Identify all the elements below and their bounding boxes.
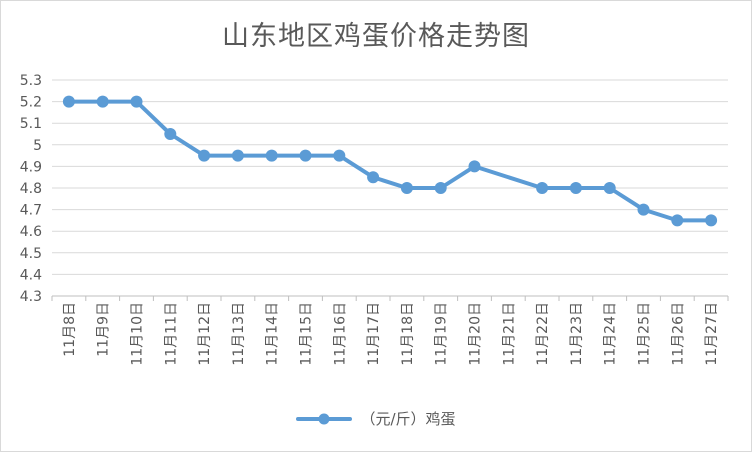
x-tick-label: 11月12日 bbox=[197, 302, 213, 366]
x-tick-label: 11月19日 bbox=[434, 302, 450, 366]
data-point bbox=[130, 95, 143, 108]
data-point bbox=[468, 160, 481, 173]
x-tick-label: 11月11日 bbox=[163, 302, 179, 366]
x-tick-label: 11月15日 bbox=[299, 302, 315, 366]
data-point bbox=[198, 149, 211, 162]
x-tick-label: 11月27日 bbox=[704, 302, 720, 366]
y-tick-label: 4.7 bbox=[20, 203, 42, 219]
x-tick-label: 11月18日 bbox=[400, 302, 416, 366]
data-point bbox=[96, 95, 109, 108]
data-point bbox=[164, 128, 177, 140]
data-point bbox=[705, 214, 718, 227]
data-point bbox=[231, 149, 244, 162]
x-tick-label: 11月17日 bbox=[366, 302, 382, 366]
data-point bbox=[603, 182, 616, 194]
y-tick-label: 5.2 bbox=[20, 95, 42, 111]
gridlines bbox=[52, 79, 728, 275]
x-tick-label: 11月20日 bbox=[468, 302, 484, 366]
x-tick-label: 11月22日 bbox=[535, 302, 551, 366]
data-point bbox=[265, 149, 278, 162]
x-tick-label: 11月25日 bbox=[637, 302, 653, 366]
y-axis-ticks: 4.3 4.4 4.5 4.6 4.7 4.8 4.9 5 5.1 5.2 5.3 bbox=[20, 73, 42, 305]
series-line bbox=[62, 95, 718, 227]
x-tick-label: 11月16日 bbox=[332, 302, 348, 366]
chart-title: 山东地区鸡蛋价格走势图 bbox=[222, 21, 530, 52]
x-tick-label: 11月8日 bbox=[62, 302, 78, 357]
y-tick-label: 4.4 bbox=[20, 267, 42, 283]
x-tick-label: 11月14日 bbox=[265, 302, 281, 366]
x-tick-label: 11月13日 bbox=[231, 302, 247, 366]
y-tick-label: 4.9 bbox=[20, 159, 42, 175]
y-tick-label: 4.6 bbox=[20, 224, 42, 240]
data-point bbox=[671, 214, 684, 227]
x-tick-label: 11月21日 bbox=[501, 302, 517, 366]
x-axis: 11月8日 11月9日 11月10日 11月11日 11月12日 11月13日 11月14日… bbox=[51, 295, 729, 366]
y-tick-label: 4.8 bbox=[20, 181, 42, 197]
data-point bbox=[62, 95, 75, 108]
series-line-path bbox=[66, 99, 714, 223]
data-point bbox=[333, 149, 346, 162]
legend-marker bbox=[296, 413, 353, 424]
legend-label: （元/斤）鸡蛋 bbox=[360, 410, 456, 428]
x-tick-label: 11月10日 bbox=[130, 302, 146, 366]
data-point bbox=[569, 182, 582, 194]
x-tick-label: 11月9日 bbox=[96, 302, 112, 357]
x-tick-label: 11月24日 bbox=[603, 302, 619, 366]
legend: （元/斤）鸡蛋 bbox=[0, 408, 752, 429]
x-tick-label: 11月26日 bbox=[670, 302, 686, 366]
y-tick-label: 5 bbox=[33, 138, 42, 154]
data-point bbox=[367, 171, 380, 184]
data-point bbox=[400, 182, 413, 194]
data-point bbox=[434, 182, 447, 194]
data-point bbox=[536, 182, 549, 194]
y-tick-label: 4.3 bbox=[20, 289, 42, 305]
y-tick-label: 5.3 bbox=[20, 73, 42, 89]
data-point bbox=[299, 149, 312, 162]
y-tick-label: 5.1 bbox=[20, 116, 42, 132]
y-tick-label: 4.5 bbox=[20, 246, 42, 262]
x-tick-label: 11月23日 bbox=[569, 302, 585, 366]
data-point bbox=[637, 203, 650, 216]
